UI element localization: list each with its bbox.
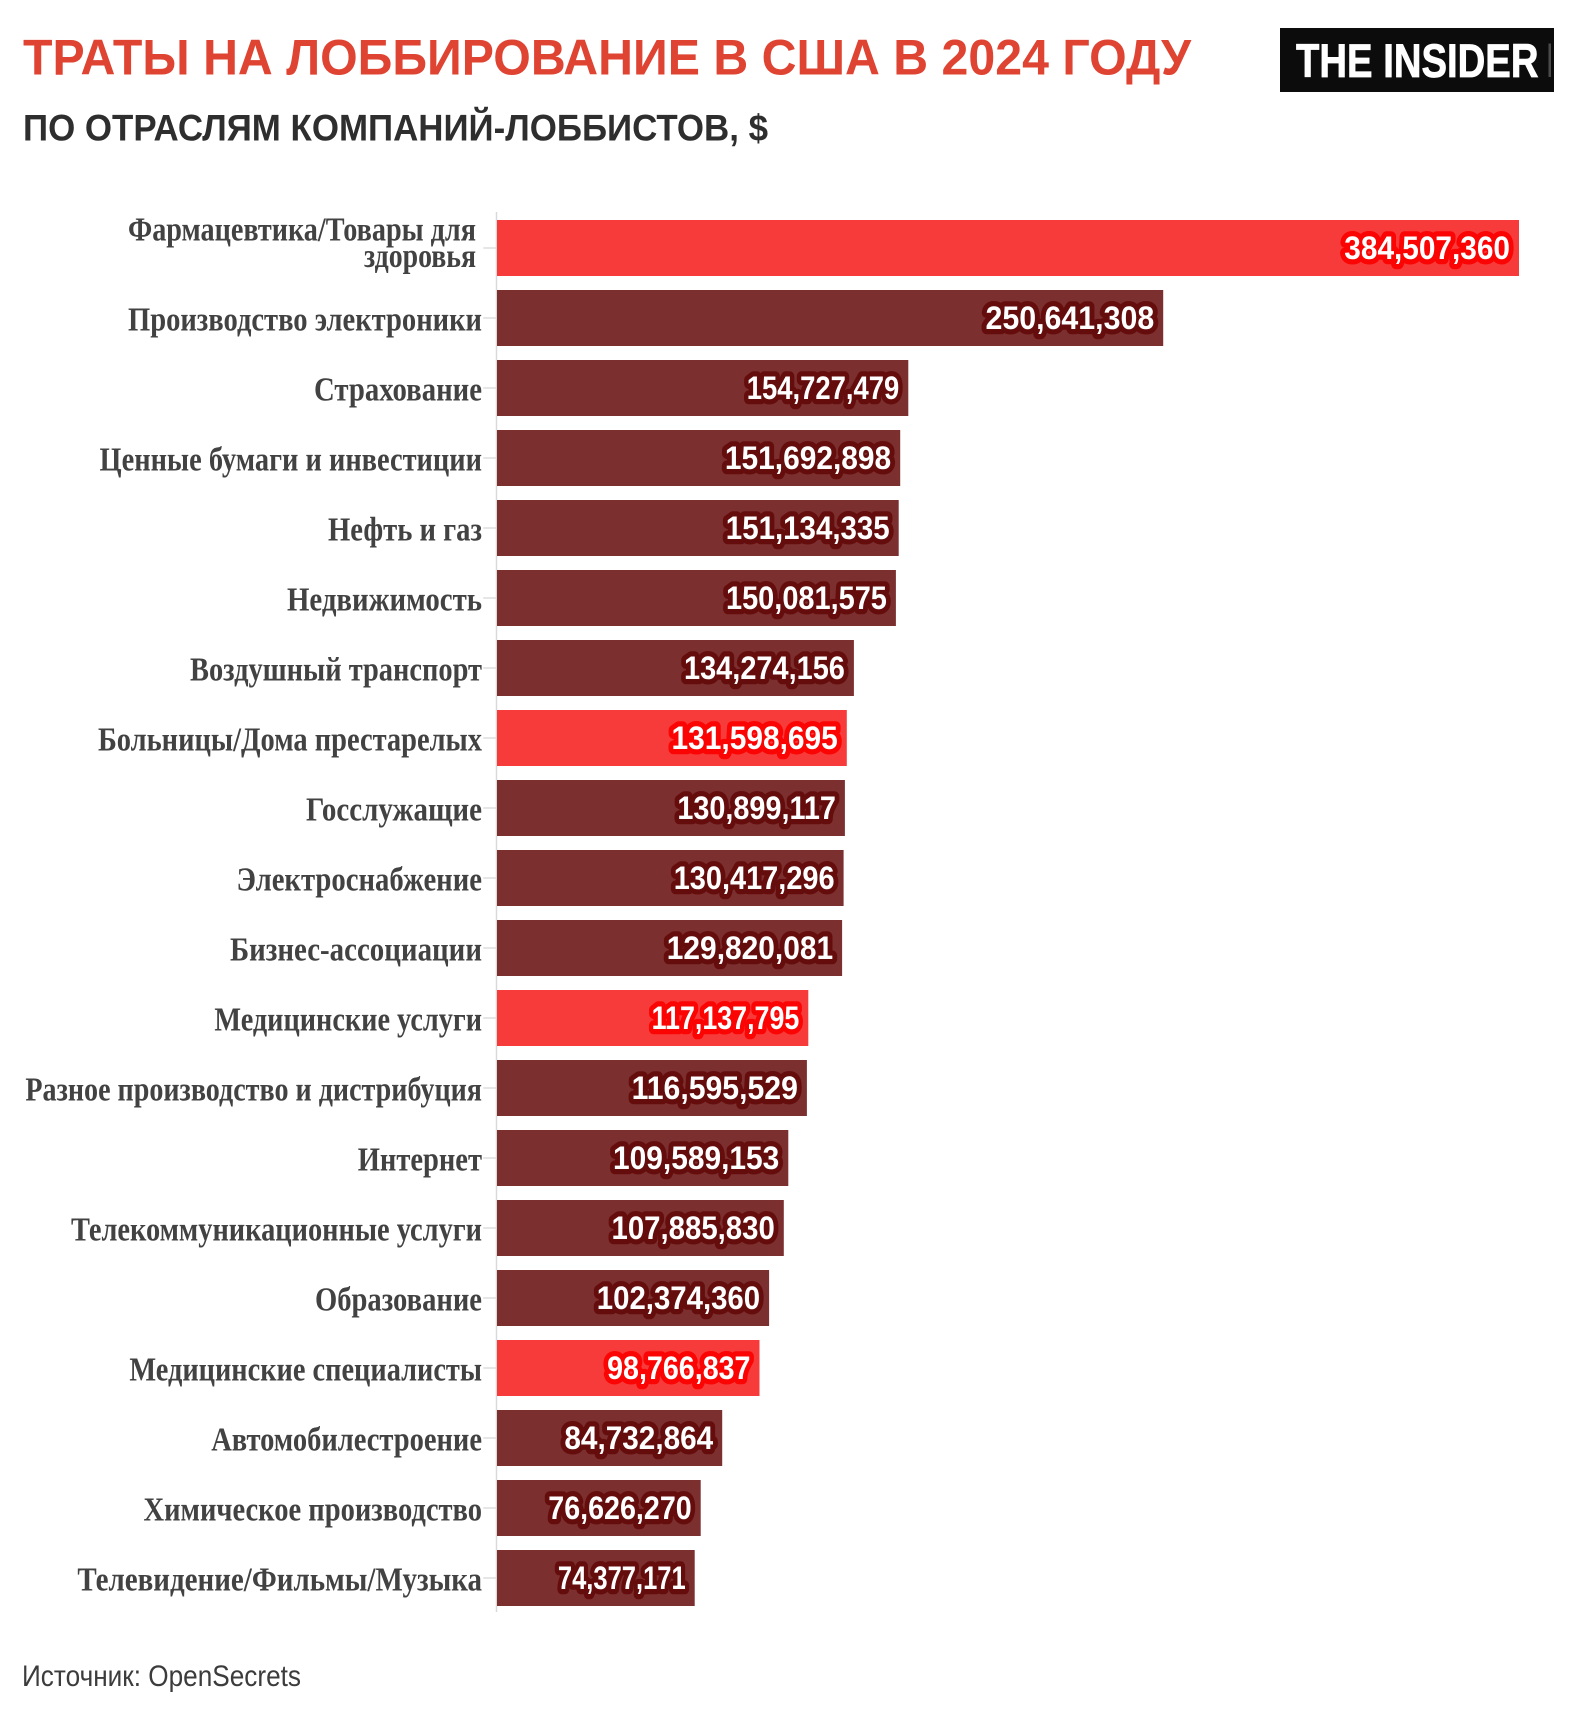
svg-text:84,732,864: 84,732,864	[564, 1420, 713, 1456]
svg-text:151,692,898: 151,692,898	[725, 440, 891, 476]
svg-text:109,589,153: 109,589,153	[613, 1140, 779, 1176]
svg-text:Медицинские услуги: Медицинские услуги	[214, 1002, 482, 1039]
svg-text:76,626,270: 76,626,270	[548, 1490, 691, 1526]
svg-text:Электроснабжение: Электроснабжение	[237, 862, 483, 899]
svg-text:250,641,308: 250,641,308	[986, 300, 1155, 336]
svg-text:ПО ОТРАСЛЯМ КОМПАНИЙ-ЛОББИСТОВ: ПО ОТРАСЛЯМ КОМПАНИЙ-ЛОББИСТОВ, $	[23, 107, 768, 149]
svg-text:151,134,335: 151,134,335	[726, 510, 890, 546]
svg-text:Бизнес-ассоциации: Бизнес-ассоциации	[230, 932, 482, 969]
svg-text:150,081,575: 150,081,575	[726, 580, 887, 616]
svg-text:Больницы/Дома престарелых: Больницы/Дома престарелых	[98, 722, 482, 759]
svg-text:116,595,529: 116,595,529	[632, 1070, 798, 1106]
svg-text:ТРАТЫ НА ЛОББИРОВАНИЕ В США В: ТРАТЫ НА ЛОББИРОВАНИЕ В США В 2024 ГОДУ	[23, 30, 1192, 86]
svg-text:Госслужащие: Госслужащие	[306, 792, 482, 829]
svg-text:Медицинские специалисты: Медицинские специалисты	[129, 1352, 482, 1389]
svg-text:Страхование: Страхование	[314, 372, 482, 409]
svg-text:здоровья: здоровья	[364, 238, 476, 275]
svg-text:THE INSIDER: THE INSIDER	[1296, 34, 1539, 87]
svg-text:384,507,360: 384,507,360	[1344, 230, 1510, 266]
svg-text:117,137,795: 117,137,795	[652, 1000, 800, 1036]
svg-text:Фармацевтика/Товары для: Фармацевтика/Товары для	[128, 212, 476, 249]
svg-text:102,374,360: 102,374,360	[597, 1280, 760, 1316]
svg-text:98,766,837: 98,766,837	[607, 1350, 750, 1386]
svg-text:Разное производство и дистрибу: Разное производство и дистрибуция	[25, 1072, 482, 1109]
svg-text:130,899,117: 130,899,117	[677, 790, 836, 826]
svg-text:Автомобилестроение: Автомобилестроение	[211, 1422, 482, 1459]
svg-text:134,274,156: 134,274,156	[684, 650, 845, 686]
svg-text:Источник: OpenSecrets: Источник: OpenSecrets	[22, 1660, 301, 1693]
svg-text:107,885,830: 107,885,830	[612, 1210, 775, 1246]
svg-text:Интернет: Интернет	[358, 1142, 483, 1179]
svg-text:129,820,081: 129,820,081	[667, 930, 833, 966]
svg-text:130,417,296: 130,417,296	[674, 860, 835, 896]
svg-text:Телекоммуникационные услуги: Телекоммуникационные услуги	[71, 1212, 482, 1249]
svg-text:Образование: Образование	[315, 1282, 482, 1319]
svg-text:Производство электроники: Производство электроники	[128, 302, 482, 339]
svg-text:154,727,479: 154,727,479	[747, 370, 900, 406]
svg-text:74,377,171: 74,377,171	[558, 1560, 686, 1596]
svg-text:Воздушный транспорт: Воздушный транспорт	[190, 652, 482, 689]
svg-text:Недвижимость: Недвижимость	[287, 582, 482, 619]
svg-text:Телевидение/Фильмы/Музыка: Телевидение/Фильмы/Музыка	[77, 1562, 482, 1599]
svg-text:Нефть и газ: Нефть и газ	[328, 512, 482, 549]
svg-text:Ценные бумаги и инвестиции: Ценные бумаги и инвестиции	[100, 442, 483, 479]
svg-text:Химическое производство: Химическое производство	[144, 1492, 483, 1529]
svg-text:131,598,695: 131,598,695	[672, 720, 838, 756]
